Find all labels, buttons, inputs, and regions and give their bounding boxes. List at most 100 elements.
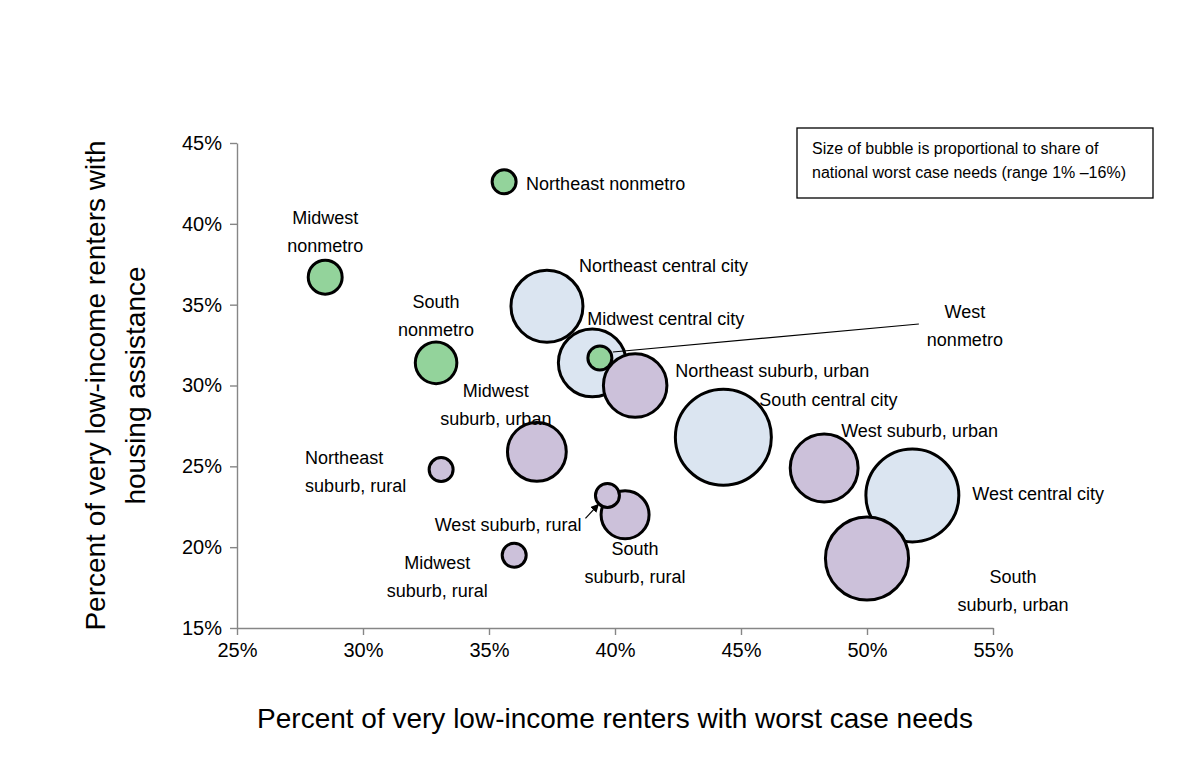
point-label-line: suburb, rural	[585, 567, 686, 587]
point-label-line: Northeast	[305, 448, 383, 468]
y-tick-mark	[230, 466, 237, 467]
point-label: West nonmetro	[927, 302, 1003, 350]
y-tick: 25%	[182, 455, 237, 477]
x-tick: 55%	[973, 628, 1013, 661]
x-tick-mark	[741, 628, 742, 635]
point-label-line: Midwest	[404, 553, 470, 573]
y-tick-mark	[230, 143, 237, 144]
y-tick-label: 45%	[182, 132, 222, 154]
x-tick-mark	[867, 628, 868, 635]
y-tick-mark	[230, 547, 237, 548]
point-label: South suburb, urban	[957, 567, 1068, 615]
point-label-line: Northeast central city	[579, 256, 748, 276]
point-label: Midwest central city	[587, 309, 744, 329]
x-tick-label: 30%	[343, 639, 383, 661]
x-tick-mark	[363, 628, 364, 635]
point-label-line: South	[413, 292, 460, 312]
point-label: Northeast suburb, rural	[305, 448, 406, 496]
bubble	[790, 434, 858, 502]
y-tick-label: 30%	[182, 374, 222, 396]
y-tick-mark	[230, 304, 237, 305]
y-tick: 45%	[182, 132, 237, 154]
point-label-line: Midwest	[463, 381, 529, 401]
y-tick-mark	[230, 385, 237, 386]
point-label: Midwest nonmetro	[287, 208, 363, 256]
x-tick: 30%	[343, 628, 383, 661]
x-tick-label: 35%	[469, 639, 509, 661]
y-tick: 20%	[182, 536, 237, 558]
point-label-line: South central city	[759, 390, 897, 410]
x-tick-label: 45%	[721, 639, 761, 661]
point-label: Northeast nonmetro	[526, 174, 685, 194]
y-tick-mark	[230, 628, 237, 629]
y-tick-label: 20%	[182, 536, 222, 558]
y-tick-label: 35%	[182, 294, 222, 316]
point-label-line: Midwest	[292, 208, 358, 228]
y-tick: 30%	[182, 374, 237, 396]
point-label: South nonmetro	[398, 292, 474, 340]
y-tick: 35%	[182, 294, 237, 316]
point-label-line: West	[945, 302, 986, 322]
y-tick: 15%	[182, 617, 237, 639]
y-tick-mark	[230, 224, 237, 225]
leader-arrow	[585, 504, 598, 518]
point-label: Midwestsuburb, urban	[440, 381, 551, 429]
point-label: Northeast central city	[579, 256, 748, 276]
x-tick-label: 55%	[973, 639, 1013, 661]
point-label-line: nonmetro	[927, 330, 1003, 350]
point-label-line: South	[989, 567, 1036, 587]
annotation-text: Size of bubble is proportional to share …	[812, 140, 1126, 181]
x-tick-label: 40%	[595, 639, 635, 661]
x-tick: 40%	[595, 628, 635, 661]
bubbles	[308, 170, 959, 600]
point-label: West central city	[972, 484, 1104, 504]
point-label-line: suburb, urban	[957, 595, 1068, 615]
bubble	[595, 483, 619, 507]
bubble	[308, 260, 342, 294]
point-label-line: nonmetro	[398, 320, 474, 340]
x-tick-mark	[489, 628, 490, 635]
y-tick-label: 15%	[182, 617, 222, 639]
point-label: Northeast suburb, urban	[675, 361, 869, 381]
point-label: South suburb, rural	[585, 539, 686, 587]
y-axis-line	[237, 144, 238, 629]
point-label-line: nonmetro	[287, 236, 363, 256]
annotation-line: national worst case needs (range 1% –16%…	[812, 164, 1126, 181]
point-label-line: South	[612, 539, 659, 559]
x-tick: 45%	[721, 628, 761, 661]
chart: 25% 30% 35% 40% 45% 50% 55% 15% 20% 25% 30% 35% 40% 4…	[0, 0, 1200, 774]
bubble	[603, 354, 666, 417]
bubble	[675, 389, 771, 485]
bubble	[511, 270, 583, 342]
annotation-line: Size of bubble is proportional to share …	[812, 140, 1099, 157]
bubble	[492, 170, 516, 194]
y-tick: 40%	[182, 213, 237, 235]
x-tick: 35%	[469, 628, 509, 661]
y-tick-label: 40%	[182, 213, 222, 235]
y-tick-label: 25%	[182, 455, 222, 477]
point-label-line: Northeast suburb, urban	[675, 361, 869, 381]
bubble	[588, 346, 612, 370]
y-axis-title: Percent of very low-income renters withh…	[80, 140, 151, 630]
bubble	[825, 517, 908, 600]
annotation-box	[797, 128, 1153, 198]
point-label-line: West suburb, rural	[435, 515, 582, 535]
point-label-line: West central city	[972, 484, 1104, 504]
bubble	[415, 342, 457, 384]
point-label: West suburb, rural	[435, 515, 582, 535]
point-label: West suburb, urban	[841, 421, 998, 441]
x-tick-label: 50%	[847, 639, 887, 661]
x-tick-label: 25%	[217, 639, 257, 661]
x-tick: 25%	[217, 628, 257, 661]
y-axis: 15% 20% 25% 30% 35% 40% 45%	[182, 132, 238, 639]
y-axis-title-line: housing assistance	[120, 266, 151, 504]
point-label-line: suburb, rural	[387, 581, 488, 601]
x-tick: 50%	[847, 628, 887, 661]
bubble	[429, 458, 453, 482]
point-label-line: Midwest central city	[587, 309, 744, 329]
x-tick-mark	[993, 628, 994, 635]
point-label-line: suburb, rural	[305, 476, 406, 496]
point-label: South central city	[759, 390, 897, 410]
point-label: Midwest suburb, rural	[387, 553, 488, 601]
point-labels: Northeast nonmetro Midwest nonmetro South no…	[287, 174, 1104, 616]
